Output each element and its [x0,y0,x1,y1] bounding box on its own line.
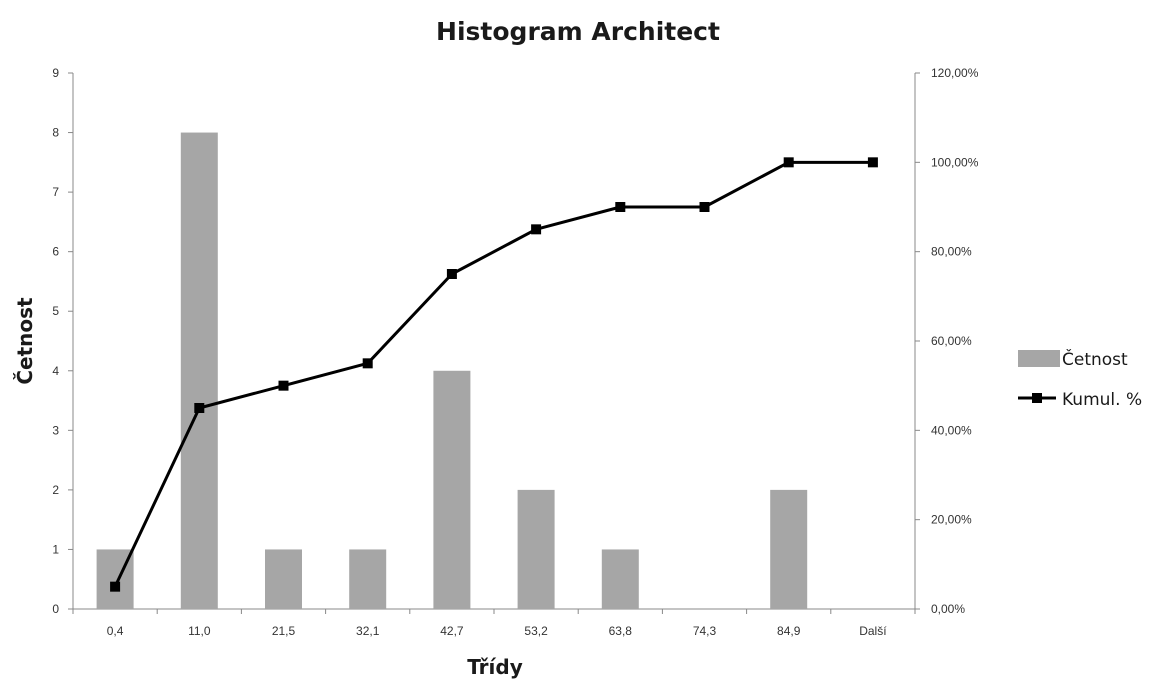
histogram-bar [517,489,555,609]
histogram-bar [433,370,471,609]
cumulative-marker [278,380,289,391]
histogram-bar [601,549,639,609]
legend-marker-swatch [1032,393,1042,403]
histogram-bar [265,549,302,609]
y-right-tick-label: 0,00% [931,602,965,616]
x-tick-label: 74,3 [693,624,717,638]
y-left-tick-label: 2 [52,483,59,497]
y-right-tick-label: 20,00% [931,513,972,527]
legend: Četnost Kumul. % [1018,348,1142,410]
y-left-tick-label: 6 [52,245,59,259]
cumulative-marker [615,202,626,212]
y-axis-title: Četnost [13,297,37,385]
chart-title: Histogram Architect [436,17,720,46]
cumulative-marker [699,202,710,212]
x-axis-title: Třídy [467,655,523,679]
legend-label-cetnost: Četnost [1062,348,1128,370]
x-tick-label: 21,5 [272,624,296,638]
y-right-tick-label: 60,00% [931,334,972,348]
cumulative-marker [110,581,121,592]
y-left-tick-label: 5 [52,304,59,318]
y-left-tick-label: 8 [52,126,59,140]
y-right-tick-label: 120,00% [931,66,979,80]
y-left-tick-label: 3 [52,423,59,437]
legend-bar-swatch [1018,350,1060,367]
histogram-bar [349,549,387,609]
x-tick-label: 42,7 [440,624,464,638]
y-left-tick-label: 0 [52,602,59,616]
x-tick-label: 84,9 [777,624,801,638]
cumulative-marker [531,224,542,235]
cumulative-marker [362,358,373,369]
x-tick-label: 63,8 [609,624,633,638]
y-right-tick-label: 40,00% [931,423,972,437]
x-tick-label: 53,2 [524,624,548,638]
x-tick-label: 0,4 [107,624,124,638]
y-left-tick-label: 7 [52,185,59,199]
cumulative-line [113,160,873,588]
cumulative-marker [783,157,794,168]
legend-label-kumul: Kumul. % [1062,390,1142,410]
histogram-bar [770,489,808,609]
x-tick-label: Další [859,624,887,638]
y-left-tick-label: 4 [52,364,59,378]
cumulative-marker [446,269,457,279]
x-tick-label: 11,0 [188,624,211,638]
y-right-tick-label: 100,00% [931,155,979,169]
cumulative-marker [867,157,878,168]
histogram-bar [180,132,218,610]
x-tick-label: 32,1 [356,624,380,638]
plot-area: 0 1 2 3 4 5 6 7 8 9 0,00% 20,00% 40,00% 60,00% 80,00% 1… [52,66,978,638]
y-left-tick-label: 9 [52,66,59,80]
y-left-tick-label: 1 [52,542,59,556]
cumulative-marker [194,403,205,413]
y-right-tick-label: 80,00% [931,245,972,259]
